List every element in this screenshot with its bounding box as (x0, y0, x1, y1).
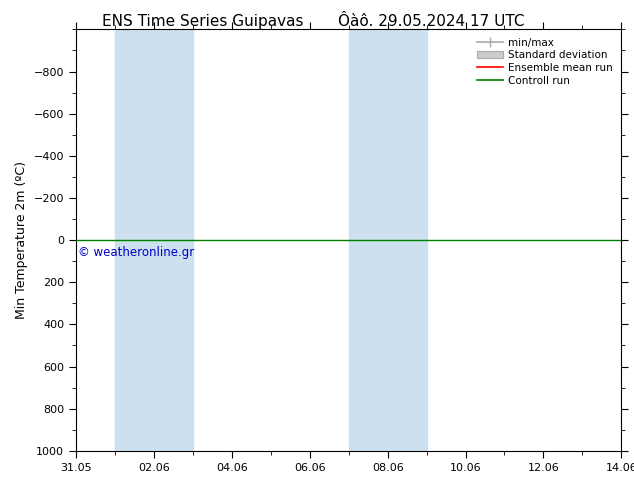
Bar (349, 29, 427, 451)
Text: © weatheronline.gr: © weatheronline.gr (78, 246, 194, 259)
Legend: min/max, Standard deviation, Ensemble mean run, Controll run: min/max, Standard deviation, Ensemble me… (474, 35, 616, 89)
Bar (115, 29, 193, 451)
Text: Ôàô. 29.05.2024 17 UTC: Ôàô. 29.05.2024 17 UTC (338, 14, 524, 29)
Text: ENS Time Series Guipavas: ENS Time Series Guipavas (102, 14, 304, 29)
Y-axis label: Min Temperature 2m (ºC): Min Temperature 2m (ºC) (15, 161, 29, 319)
